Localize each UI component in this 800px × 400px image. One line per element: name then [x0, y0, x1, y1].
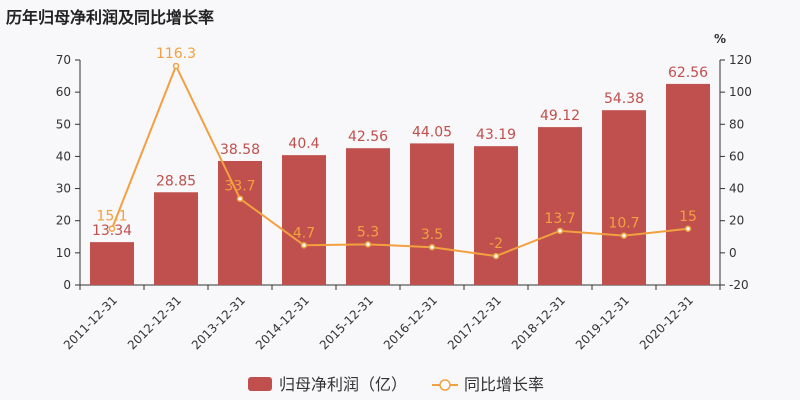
growth-point: [492, 252, 500, 260]
right-tick-label: 100: [729, 85, 752, 99]
x-tick-label: 2014-12-31: [253, 293, 312, 352]
bar-value-label: 40.4: [288, 136, 319, 152]
growth-point: [620, 232, 628, 239]
growth-point: [428, 243, 436, 251]
bar: [602, 110, 646, 285]
x-tick-label: 2013-12-31: [189, 293, 248, 352]
x-tick-label: 2016-12-31: [381, 293, 440, 352]
right-tick-label: -20: [729, 278, 749, 292]
growth-line: [111, 63, 689, 258]
growth-point: [300, 242, 308, 249]
growth-point: [556, 227, 564, 235]
bar: [282, 155, 326, 285]
bar: [154, 192, 198, 285]
x-tick-label: 2012-12-31: [125, 293, 184, 352]
bar: [666, 83, 710, 286]
growth-value-label: 15: [679, 209, 697, 225]
left-tick-label: 30: [56, 182, 71, 196]
bar-value-label: 43.19: [476, 127, 516, 143]
bar-value-label: 44.05: [412, 124, 452, 140]
bar-value-label: 42.56: [348, 129, 388, 145]
left-tick-label: 60: [56, 85, 71, 99]
left-tick-label: 20: [56, 214, 71, 228]
growth-point: [108, 225, 116, 232]
x-tick-label: 2017-12-31: [445, 293, 504, 352]
bar-value-label: 28.85: [156, 173, 196, 189]
right-tick-label: 0: [729, 246, 737, 260]
bar: [90, 242, 134, 285]
left-tick-label: 10: [56, 246, 71, 260]
right-tick-label: 120: [729, 53, 752, 67]
growth-value-label: 33.7: [224, 179, 255, 195]
right-tick-label: 80: [729, 117, 744, 131]
x-tick-label: 2020-12-31: [637, 293, 696, 352]
right-axis-unit: %: [714, 32, 726, 46]
growth-point: [684, 225, 692, 232]
left-tick-label: 40: [56, 149, 71, 163]
bar: [474, 146, 518, 285]
x-tick-label: 2015-12-31: [317, 293, 376, 352]
x-tick-label: 2018-12-31: [509, 293, 568, 352]
chart-title: 历年归母净利润及同比增长率: [6, 8, 215, 27]
bar-value-label: 62.56: [668, 65, 708, 81]
x-tick-label: 2019-12-31: [573, 293, 632, 352]
left-tick-label: 0: [63, 278, 71, 292]
legend-line-label: 同比增长率: [464, 375, 544, 394]
bar: [410, 143, 454, 285]
legend-line-marker: [439, 379, 451, 391]
growth-value-label: 13.7: [544, 211, 575, 227]
bar: [346, 148, 390, 285]
bar: [538, 127, 582, 285]
growth-value-label: 3.5: [421, 227, 443, 243]
x-tick-label: 2011-12-31: [61, 293, 120, 352]
growth-point: [172, 62, 180, 70]
bar-value-label: 38.58: [220, 142, 260, 158]
growth-value-label: 116.3: [156, 46, 196, 62]
bar-value-label: 54.38: [604, 91, 644, 107]
legend-bar-swatch: [248, 377, 272, 391]
bar-value-label: 49.12: [540, 108, 580, 124]
growth-value-label: 10.7: [608, 216, 639, 232]
growth-value-label: 5.3: [357, 224, 379, 240]
left-tick-label: 70: [56, 53, 71, 67]
growth-point: [236, 195, 244, 202]
left-tick-label: 50: [56, 117, 71, 131]
bar: [218, 160, 262, 285]
growth-value-label: 4.7: [293, 225, 315, 241]
growth-point: [364, 241, 372, 248]
growth-value-label: 15.1: [96, 209, 127, 225]
legend-bar-label: 归母净利润（亿）: [279, 375, 407, 394]
growth-value-label: -2: [489, 236, 503, 252]
right-tick-label: 60: [729, 149, 744, 163]
right-tick-label: 20: [729, 214, 744, 228]
right-tick-label: 40: [729, 182, 744, 196]
